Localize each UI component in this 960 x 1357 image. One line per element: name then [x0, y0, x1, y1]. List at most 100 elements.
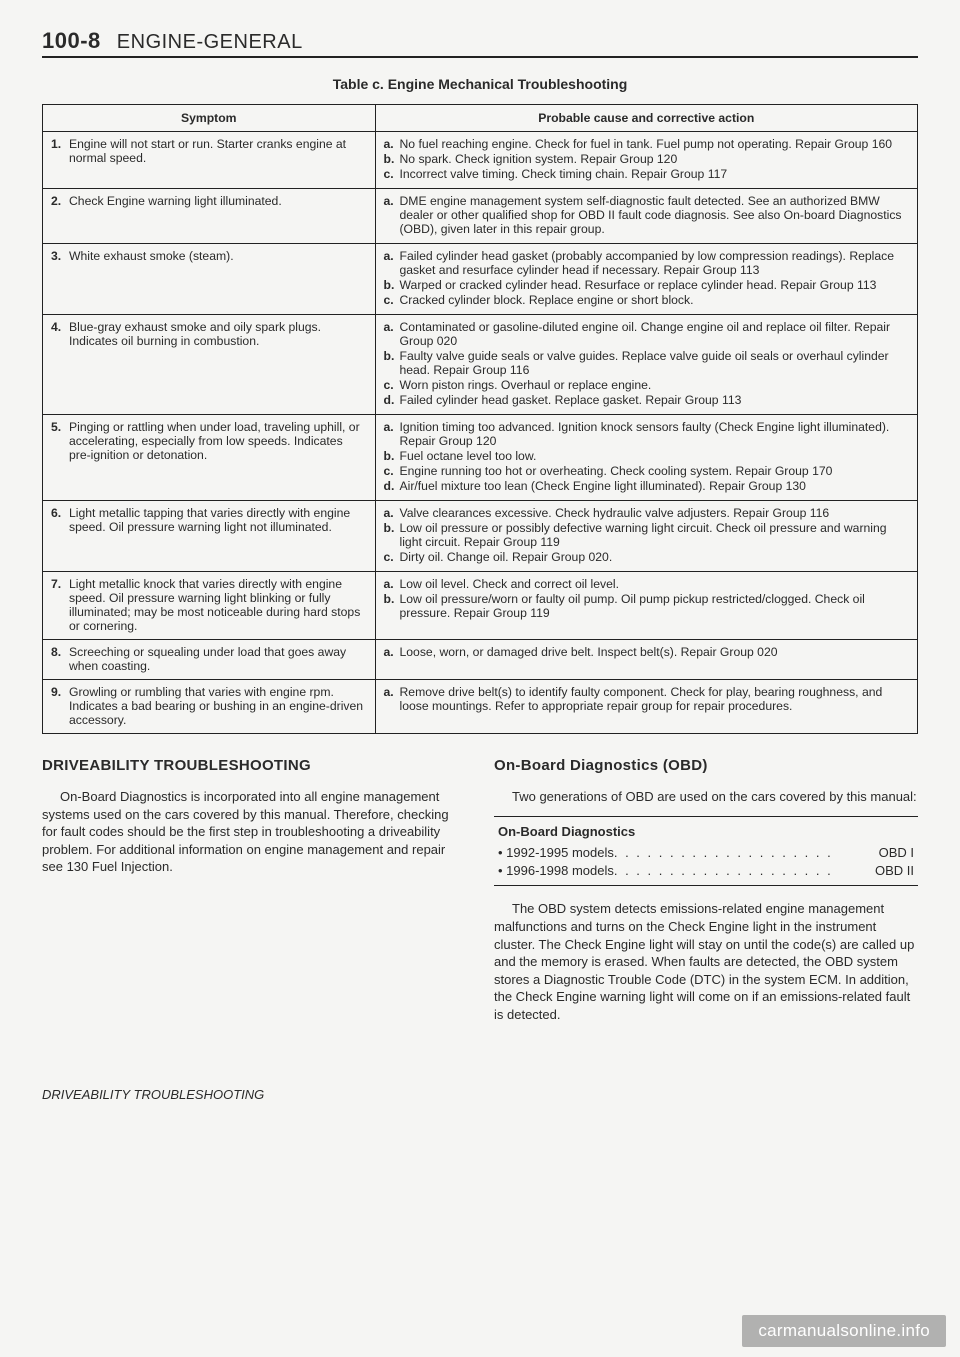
section-title: ENGINE-GENERAL [117, 31, 303, 54]
cause-text: Loose, worn, or damaged drive belt. Insp… [400, 645, 910, 659]
symptom-text: Check Engine warning light illuminated. [69, 194, 367, 208]
cause-text: Dirty oil. Change oil. Repair Group 020. [400, 550, 910, 564]
cause-letter: a. [384, 137, 400, 151]
cause-cell: a.Loose, worn, or damaged drive belt. In… [375, 640, 918, 680]
obd-model-years: • 1992-1995 models [498, 844, 614, 862]
cause-cell: a.Low oil level. Check and correct oil l… [375, 572, 918, 640]
table-row: 9.Growling or rumbling that varies with … [43, 680, 918, 734]
page-number: 100-8 [42, 28, 101, 54]
cause-letter: a. [384, 577, 400, 591]
table-header-symptom: Symptom [43, 105, 376, 132]
symptom-number: 3. [51, 249, 69, 263]
leader-dots: . . . . . . . . . . . . . . . . . . . . [614, 862, 875, 880]
cause-letter: a. [384, 420, 400, 448]
cause-letter: d. [384, 479, 400, 493]
symptom-number: 1. [51, 137, 69, 165]
cause-text: No fuel reaching engine. Check for fuel … [400, 137, 910, 151]
cause-letter: a. [384, 320, 400, 348]
symptom-number: 7. [51, 577, 69, 633]
symptom-text: Light metallic tapping that varies direc… [69, 506, 367, 534]
obd-box-title: On-Board Diagnostics [498, 823, 914, 841]
cause-text: Ignition timing too advanced. Ignition k… [400, 420, 910, 448]
cause-text: Engine running too hot or overheating. C… [400, 464, 910, 478]
cause-text: Warped or cracked cylinder head. Resurfa… [400, 278, 910, 292]
cause-text: Faulty valve guide seals or valve guides… [400, 349, 910, 377]
table-row: 6.Light metallic tapping that varies dir… [43, 501, 918, 572]
cause-cell: a.No fuel reaching engine. Check for fue… [375, 132, 918, 189]
symptom-number: 4. [51, 320, 69, 348]
obd-intro-paragraph: Two generations of OBD are used on the c… [494, 788, 918, 806]
symptom-text: Light metallic knock that varies directl… [69, 577, 367, 633]
driveability-heading: DRIVEABILITY TROUBLESHOOTING [42, 756, 466, 776]
cause-text: Cracked cylinder block. Replace engine o… [400, 293, 910, 307]
driveability-paragraph: On-Board Diagnostics is incorporated int… [42, 788, 466, 876]
symptom-cell: 4.Blue-gray exhaust smoke and oily spark… [43, 315, 376, 415]
cause-text: Worn piston rings. Overhaul or replace e… [400, 378, 910, 392]
cause-letter: b. [384, 521, 400, 549]
symptom-cell: 6.Light metallic tapping that varies dir… [43, 501, 376, 572]
symptom-number: 5. [51, 420, 69, 462]
cause-letter: b. [384, 449, 400, 463]
cause-letter: a. [384, 685, 400, 713]
symptom-cell: 2.Check Engine warning light illuminated… [43, 189, 376, 244]
symptom-number: 9. [51, 685, 69, 727]
table-row: 2.Check Engine warning light illuminated… [43, 189, 918, 244]
cause-letter: c. [384, 293, 400, 307]
cause-text: Remove drive belt(s) to identify faulty … [400, 685, 910, 713]
cause-letter: a. [384, 194, 400, 236]
troubleshooting-table: Symptom Probable cause and corrective ac… [42, 104, 918, 734]
cause-text: Air/fuel mixture too lean (Check Engine … [400, 479, 910, 493]
section-footer: DRIVEABILITY TROUBLESHOOTING [42, 1086, 466, 1104]
obd-version: OBD II [875, 862, 914, 880]
cause-text: Low oil pressure or possibly defective w… [400, 521, 910, 549]
cause-letter: b. [384, 592, 400, 620]
cause-cell: a.Valve clearances excessive. Check hydr… [375, 501, 918, 572]
page-header: 100-8 ENGINE-GENERAL [42, 28, 918, 58]
symptom-number: 2. [51, 194, 69, 208]
cause-text: Contaminated or gasoline-diluted engine … [400, 320, 910, 348]
cause-cell: a.Remove drive belt(s) to identify fault… [375, 680, 918, 734]
symptom-text: White exhaust smoke (steam). [69, 249, 367, 263]
symptom-text: Pinging or rattling when under load, tra… [69, 420, 367, 462]
table-row: 7.Light metallic knock that varies direc… [43, 572, 918, 640]
obd-description-paragraph: The OBD system detects emissions-related… [494, 900, 918, 1023]
cause-letter: c. [384, 464, 400, 478]
obd-box-row: • 1992-1995 models . . . . . . . . . . .… [498, 844, 914, 862]
symptom-cell: 5.Pinging or rattling when under load, t… [43, 415, 376, 501]
symptom-cell: 1.Engine will not start or run. Starter … [43, 132, 376, 189]
cause-text: DME engine management system self-diagno… [400, 194, 910, 236]
cause-text: Fuel octane level too low. [400, 449, 910, 463]
symptom-cell: 9.Growling or rumbling that varies with … [43, 680, 376, 734]
watermark: carmanualsonline.info [742, 1315, 946, 1347]
table-row: 4.Blue-gray exhaust smoke and oily spark… [43, 315, 918, 415]
table-header-cause: Probable cause and corrective action [375, 105, 918, 132]
cause-letter: b. [384, 152, 400, 166]
cause-text: Low oil level. Check and correct oil lev… [400, 577, 910, 591]
obd-heading: On-Board Diagnostics (OBD) [494, 756, 918, 776]
symptom-text: Blue-gray exhaust smoke and oily spark p… [69, 320, 367, 348]
cause-text: Failed cylinder head gasket (probably ac… [400, 249, 910, 277]
symptom-text: Screeching or squealing under load that … [69, 645, 367, 673]
cause-cell: a.Failed cylinder head gasket (probably … [375, 244, 918, 315]
table-row: 8.Screeching or squealing under load tha… [43, 640, 918, 680]
table-row: 5.Pinging or rattling when under load, t… [43, 415, 918, 501]
cause-cell: a.Contaminated or gasoline-diluted engin… [375, 315, 918, 415]
obd-version: OBD I [879, 844, 914, 862]
table-row: 3.White exhaust smoke (steam).a.Failed c… [43, 244, 918, 315]
cause-text: Failed cylinder head gasket. Replace gas… [400, 393, 910, 407]
obd-versions-box: On-Board Diagnostics • 1992-1995 models … [494, 816, 918, 887]
cause-text: Valve clearances excessive. Check hydrau… [400, 506, 910, 520]
symptom-number: 6. [51, 506, 69, 534]
cause-letter: b. [384, 349, 400, 377]
symptom-cell: 3.White exhaust smoke (steam). [43, 244, 376, 315]
right-column: On-Board Diagnostics (OBD) Two generatio… [494, 756, 918, 1104]
symptom-text: Growling or rumbling that varies with en… [69, 685, 367, 727]
cause-letter: d. [384, 393, 400, 407]
obd-box-row: • 1996-1998 models . . . . . . . . . . .… [498, 862, 914, 880]
symptom-text: Engine will not start or run. Starter cr… [69, 137, 367, 165]
symptom-cell: 7.Light metallic knock that varies direc… [43, 572, 376, 640]
cause-letter: b. [384, 278, 400, 292]
table-row: 1.Engine will not start or run. Starter … [43, 132, 918, 189]
cause-text: No spark. Check ignition system. Repair … [400, 152, 910, 166]
table-caption: Table c. Engine Mechanical Troubleshooti… [42, 76, 918, 92]
